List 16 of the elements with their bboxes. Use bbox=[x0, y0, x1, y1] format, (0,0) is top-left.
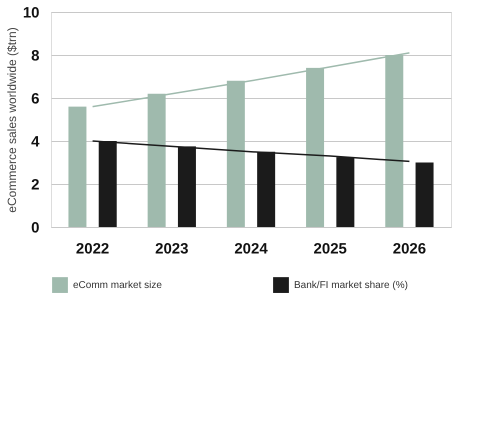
x-tick-label: 2022 bbox=[76, 240, 110, 258]
x-tick-label: 2025 bbox=[314, 240, 347, 258]
y-tick-label: 10 bbox=[22, 4, 40, 22]
x-tick-label: 2026 bbox=[392, 240, 426, 258]
y-tick-label: 2 bbox=[31, 176, 40, 194]
legend-label: eComm market size bbox=[73, 280, 162, 292]
y-tick-label: 8 bbox=[31, 48, 40, 64]
legend-label: Bank/FI market share (%) bbox=[294, 280, 408, 292]
bar bbox=[68, 106, 86, 227]
y-tick-label: 6 bbox=[31, 90, 40, 108]
y-tick-label: 4 bbox=[31, 134, 40, 150]
y-axis-title: eCommerce sales worldwide ($trn) bbox=[4, 27, 19, 213]
bar bbox=[416, 162, 434, 227]
y-tick-label: 0 bbox=[31, 220, 40, 236]
x-tick-label: 2023 bbox=[155, 240, 188, 258]
x-tick-label: 2024 bbox=[234, 240, 268, 258]
